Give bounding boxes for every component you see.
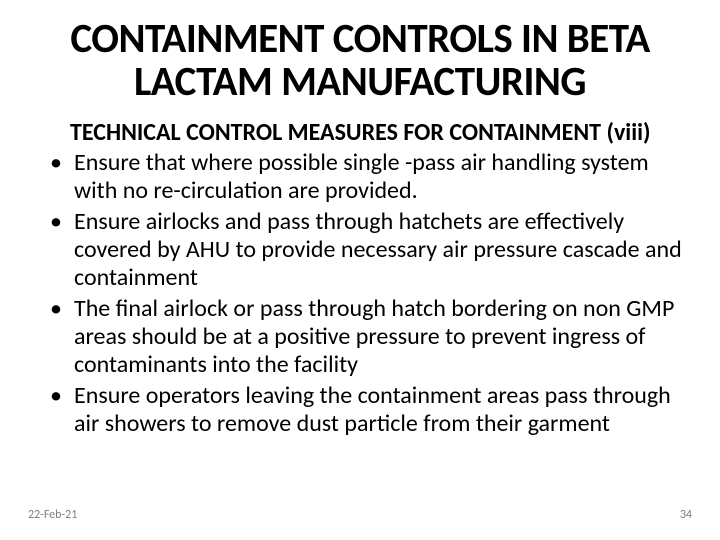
slide-title: CONTAINMENT CONTROLS IN BETA LACTAM MANU… <box>28 18 692 104</box>
bullet-list: Ensure that where possible single -pass … <box>28 149 692 438</box>
bullet-text: Ensure airlocks and pass through hatchet… <box>74 207 682 293</box>
bullet-text: The final airlock or pass through hatch … <box>74 294 674 380</box>
footer-date: 22-Feb-21 <box>28 508 77 522</box>
list-item: Ensure that where possible single -pass … <box>50 149 692 206</box>
slide-subtitle: TECHNICAL CONTROL MEASURES FOR CONTAINME… <box>28 118 692 147</box>
bullet-text: Ensure that where possible single -pass … <box>74 148 649 205</box>
list-item: Ensure operators leaving the containment… <box>50 382 692 439</box>
footer-page-number: 34 <box>680 508 692 522</box>
bullet-text: Ensure operators leaving the containment… <box>74 381 671 438</box>
slide: CONTAINMENT CONTROLS IN BETA LACTAM MANU… <box>0 0 720 540</box>
list-item: The final airlock or pass through hatch … <box>50 295 692 380</box>
list-item: Ensure airlocks and pass through hatchet… <box>50 208 692 293</box>
